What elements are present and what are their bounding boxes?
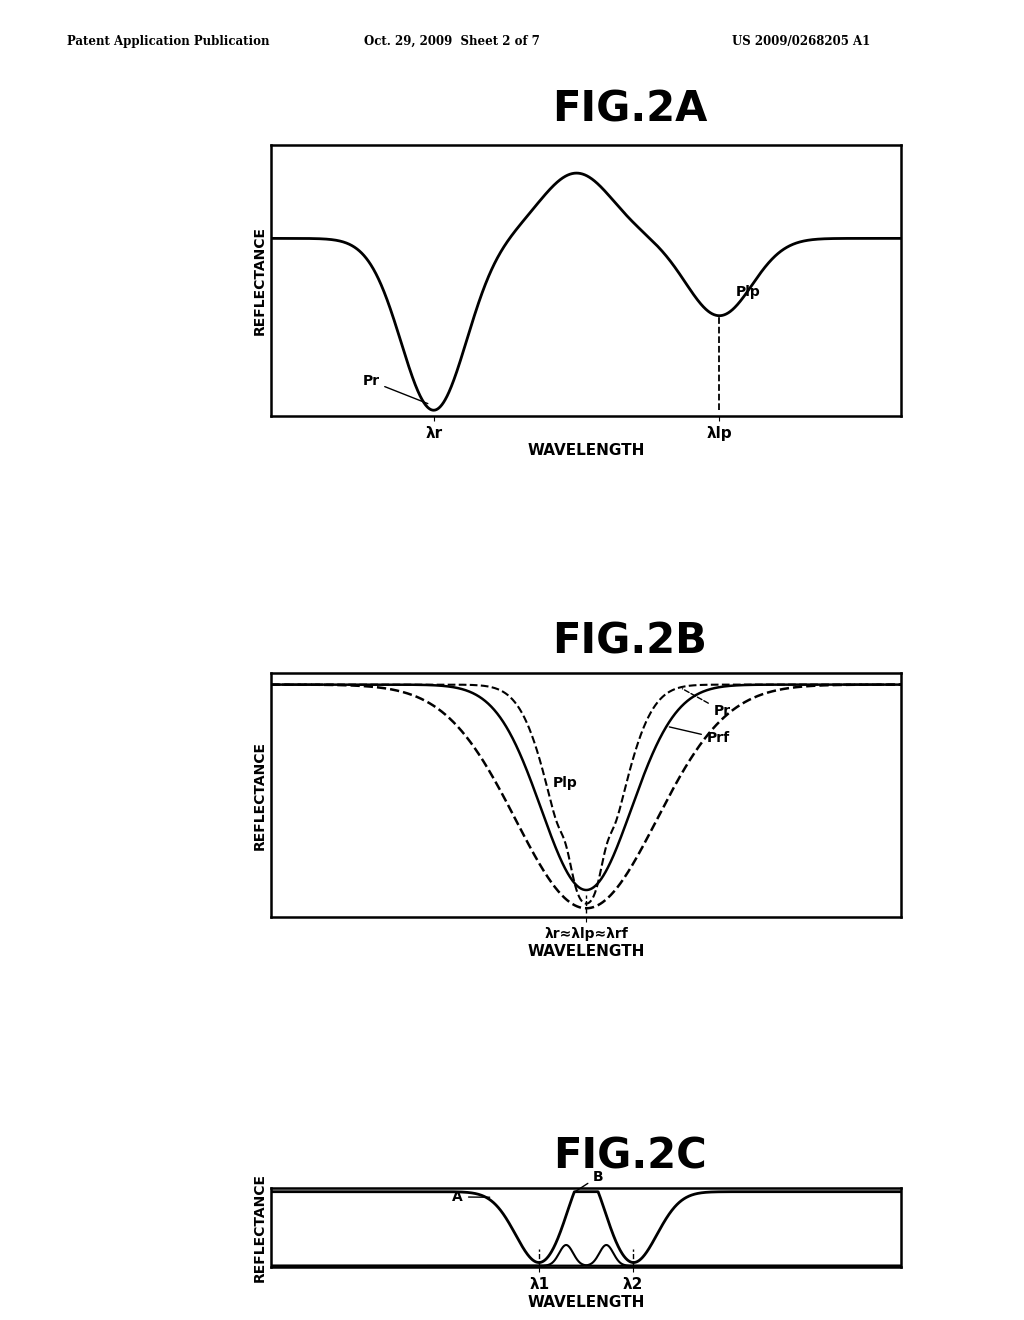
Y-axis label: REFLECTANCE: REFLECTANCE	[253, 1173, 267, 1282]
Text: Plp: Plp	[735, 285, 760, 300]
Text: Oct. 29, 2009  Sheet 2 of 7: Oct. 29, 2009 Sheet 2 of 7	[364, 34, 540, 48]
Y-axis label: REFLECTANCE: REFLECTANCE	[253, 741, 267, 850]
Text: FIG.2C: FIG.2C	[553, 1135, 707, 1177]
X-axis label: WAVELENGTH: WAVELENGTH	[527, 944, 645, 958]
Text: Pr: Pr	[682, 689, 731, 718]
Text: US 2009/0268205 A1: US 2009/0268205 A1	[732, 34, 870, 48]
X-axis label: WAVELENGTH: WAVELENGTH	[527, 1295, 645, 1309]
Y-axis label: REFLECTANCE: REFLECTANCE	[253, 226, 267, 335]
Text: Prf: Prf	[670, 727, 730, 746]
Text: Patent Application Publication: Patent Application Publication	[67, 34, 269, 48]
X-axis label: WAVELENGTH: WAVELENGTH	[527, 444, 645, 458]
Text: A: A	[453, 1189, 489, 1204]
Text: Plp: Plp	[553, 776, 578, 791]
Text: Pr: Pr	[362, 374, 428, 404]
Text: B: B	[575, 1170, 603, 1192]
Text: FIG.2B: FIG.2B	[552, 620, 708, 663]
Text: FIG.2A: FIG.2A	[552, 88, 708, 131]
